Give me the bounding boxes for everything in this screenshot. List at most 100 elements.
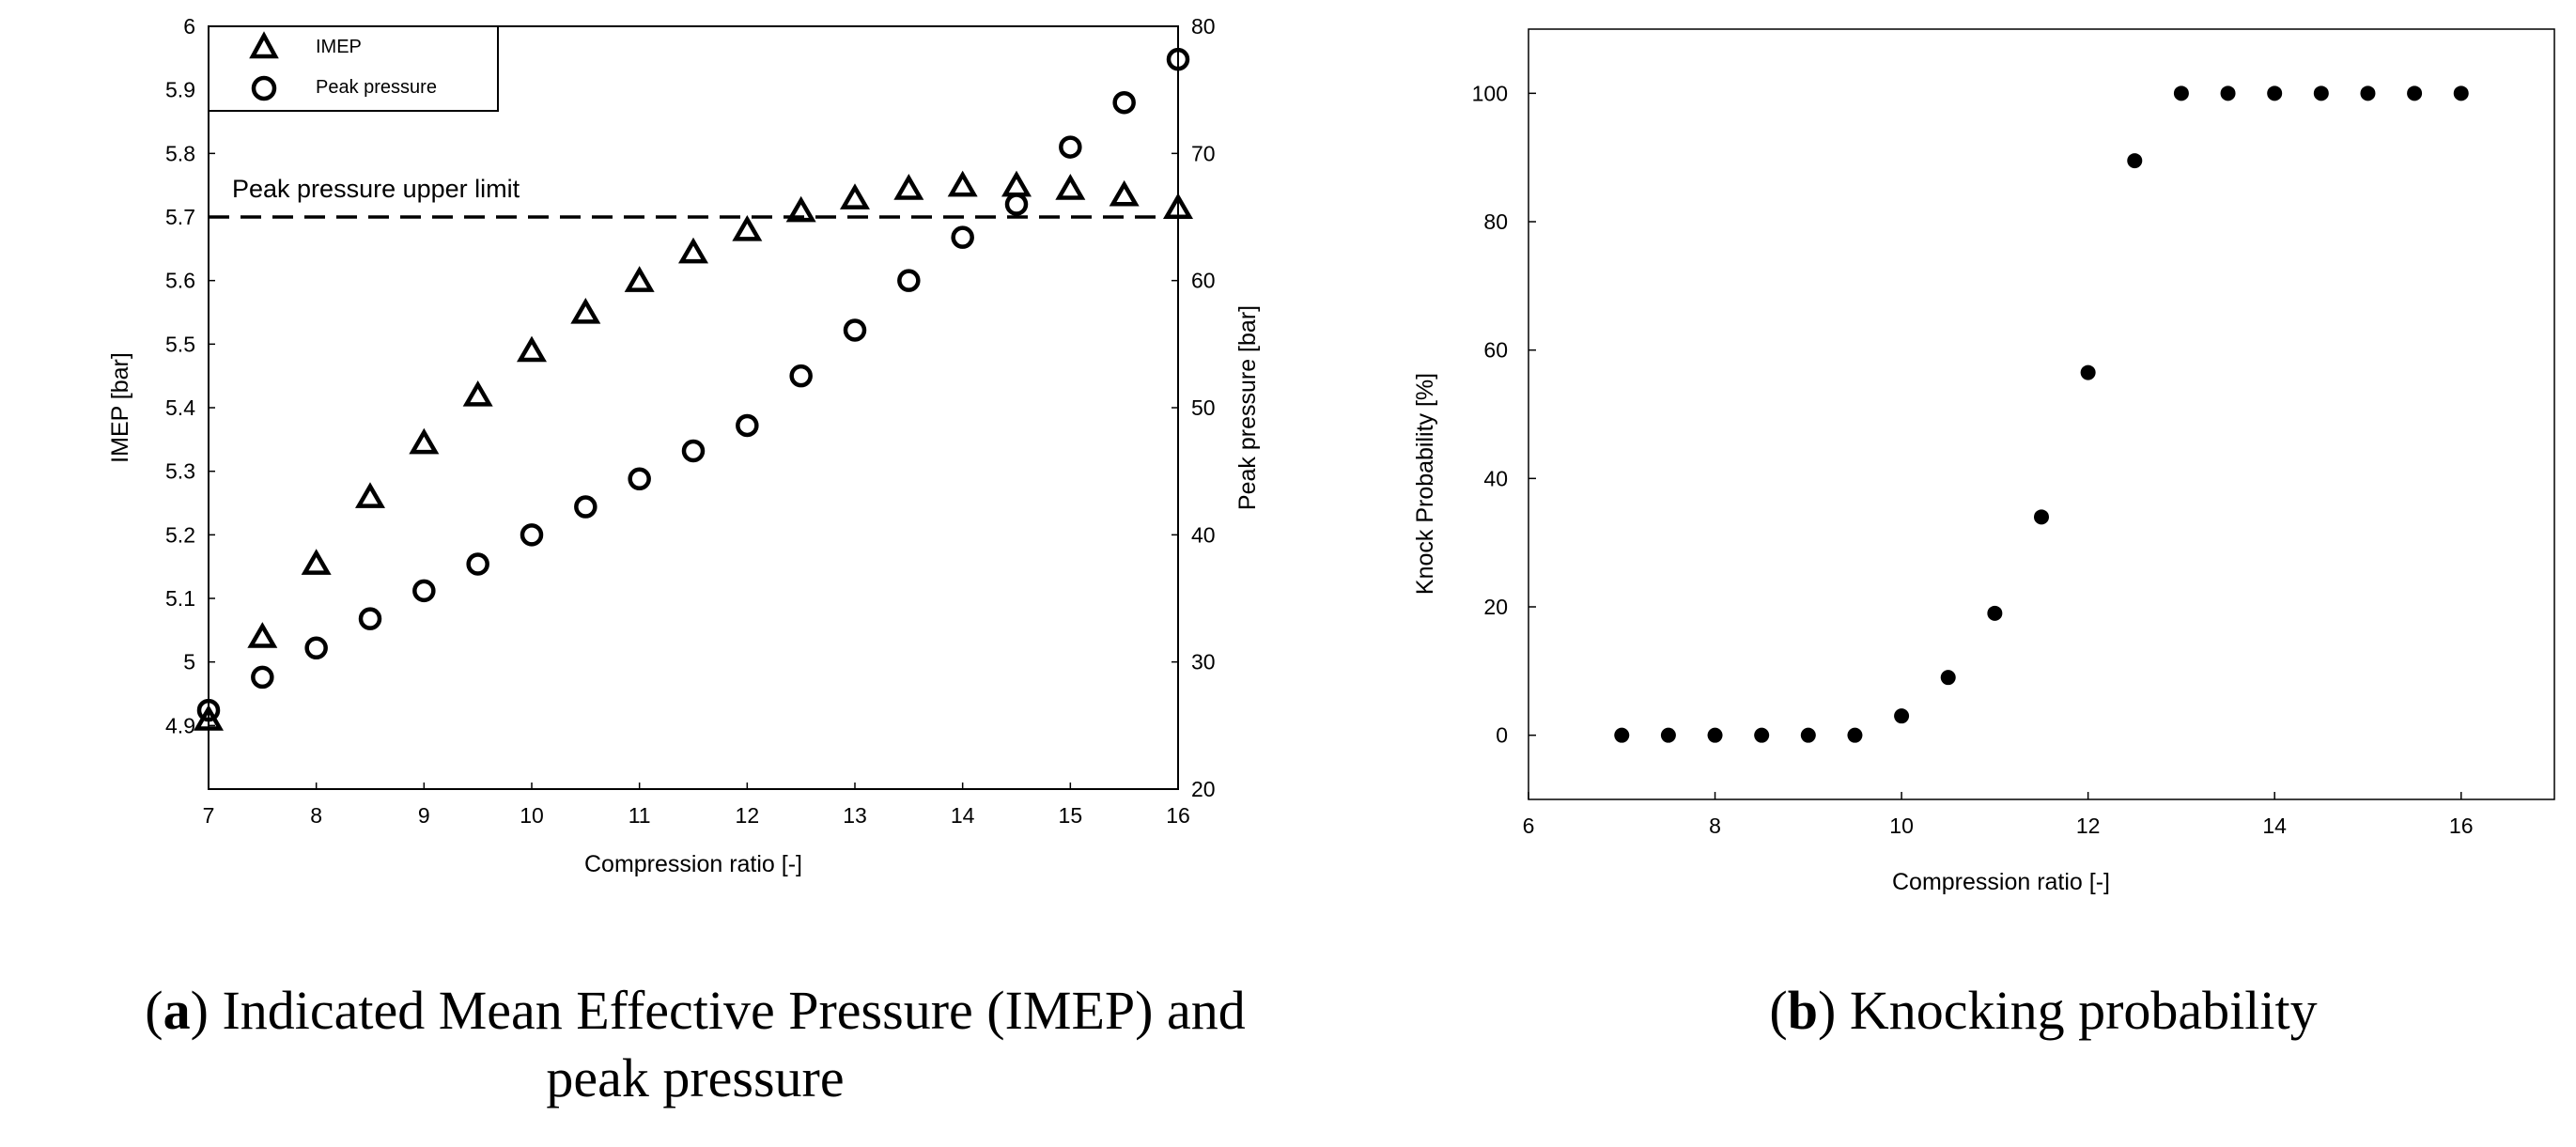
panel-b-x-tick-label: 16 <box>2449 814 2474 838</box>
peak-pressure-point <box>1004 193 1029 216</box>
reference-line-label: Peak pressure upper limit <box>232 175 520 203</box>
panel-a-y2-tick-label: 70 <box>1191 141 1216 165</box>
panel-a-y-tick-label: 5.5 <box>165 332 195 356</box>
panel-a-legend: IMEP Peak pressure <box>208 25 499 112</box>
peak-pressure-point <box>304 636 328 660</box>
panel-a-y2-axis-title: Peak pressure [bar] <box>1234 305 1261 510</box>
peak-pressure-point <box>843 318 867 342</box>
peak-pressure-point <box>466 552 489 576</box>
panel-a-x-axis-title: Compression ratio [-] <box>584 851 802 877</box>
legend-imep-label: IMEP <box>316 37 362 57</box>
panel-b-y-tick-label: 60 <box>1483 338 1508 363</box>
knock-probability-point <box>2220 85 2236 101</box>
panel-a-marks <box>193 47 1194 731</box>
knock-probability-point <box>2127 153 2143 169</box>
knock-probability-point <box>1660 727 1676 743</box>
panel-a-x-tick-label: 15 <box>1059 803 1083 828</box>
panel-a-y2-tick-label: 60 <box>1191 269 1216 293</box>
knock-probability-point <box>1614 727 1630 743</box>
caption-b-letter: b <box>1787 980 1818 1041</box>
knock-probability-point <box>2267 85 2283 101</box>
peak-pressure-point <box>681 439 706 463</box>
panel-b-y-tick-label: 80 <box>1483 209 1508 234</box>
panel-a-y-tick-label: 5.2 <box>165 522 195 547</box>
imep-point <box>785 195 816 223</box>
knock-probability-point <box>2407 85 2423 101</box>
imep-point <box>570 298 601 324</box>
peak-pressure-point <box>520 523 544 547</box>
panel-a-x-tick-label: 16 <box>1166 803 1190 828</box>
peak-pressure-point <box>251 665 274 690</box>
panel-a-x-tick-label: 12 <box>736 803 760 828</box>
peak-pressure-point <box>1166 47 1190 71</box>
imep-point <box>839 183 871 209</box>
panel-a-y2-tick-label: 30 <box>1191 650 1216 674</box>
panel-b-y-tick-label: 0 <box>1496 723 1508 748</box>
panel-a-x-tick-label: 11 <box>628 803 651 828</box>
imep-point <box>624 266 655 292</box>
peak-pressure-point <box>412 579 436 603</box>
panel-b-x-tick-label: 12 <box>2076 814 2101 838</box>
knock-probability-point <box>1800 727 1816 743</box>
panel-a-y2-tick-label: 20 <box>1191 777 1216 801</box>
panel-b-x-tick-label: 14 <box>2262 814 2287 838</box>
imep-point <box>1001 170 1032 197</box>
panel-a-x-tick-label: 10 <box>520 803 544 828</box>
panel-a-y-tick-label: 5.9 <box>165 78 195 102</box>
knock-probability-point <box>1987 605 2003 621</box>
panel-a-ticks: 7 8 9 10 11 12 13 14 15 16 4.9 5 5.1 5.2 5.3 5.4 5.5 5.6 5… <box>165 14 1216 828</box>
panel-a-x-tick-label: 14 <box>951 803 975 828</box>
panel-a-x-tick-label: 8 <box>310 803 322 828</box>
imep-point <box>354 482 386 508</box>
caption-a-text-line2: peak pressure <box>546 1047 845 1108</box>
imep-point <box>893 174 924 200</box>
peak-pressure-point <box>358 607 382 630</box>
knock-probability-point <box>2034 509 2049 525</box>
peak-pressure-point <box>1059 135 1082 159</box>
knock-probability-point <box>2173 85 2189 101</box>
panel-a-y2-tick-label: 40 <box>1191 522 1216 547</box>
panel-b-x-axis-title: Compression ratio [-] <box>1892 869 2110 895</box>
peak-pressure-point <box>736 413 759 438</box>
imep-point <box>247 622 278 648</box>
panel-b-x-tick-label: 6 <box>1523 814 1535 838</box>
caption-b: (b) Knocking probability <box>1769 980 2318 1041</box>
knock-probability-point <box>1754 727 1770 743</box>
knock-probability-point <box>1847 727 1863 743</box>
panel-b-x-tick-label: 10 <box>1889 814 1914 838</box>
peak-pressure-point <box>951 225 974 249</box>
panel-a-y-tick-label: 5.1 <box>165 586 195 611</box>
legend-peak-pressure-label: Peak pressure <box>316 77 437 98</box>
panel-a-y2-tick-label: 80 <box>1191 14 1216 39</box>
panel-a-x-tick-label: 7 <box>203 803 215 828</box>
caption-a: (a) Indicated Mean Effective Pressure (I… <box>145 980 1246 1108</box>
panel-b-y-tick-label: 40 <box>1483 466 1508 490</box>
panel-a-y-tick-label: 6 <box>183 14 195 39</box>
panel-b-y-tick-label: 100 <box>1472 81 1508 105</box>
imep-point <box>1109 179 1140 207</box>
panel-a-y-axis-title: IMEP [bar] <box>107 352 133 463</box>
caption-b-text: Knocking probability <box>1849 980 2318 1041</box>
knock-probability-point <box>1940 670 1956 686</box>
knock-probability-point <box>2313 85 2329 101</box>
knock-probability-point <box>2080 364 2096 380</box>
imep-point <box>732 215 763 241</box>
panel-b-x-tick-label: 8 <box>1709 814 1721 838</box>
panel-b-chart: 6 8 10 12 14 16 0 20 40 60 80 100 Compression ratio… <box>1412 28 2555 895</box>
knock-probability-point <box>2360 85 2376 101</box>
panel-a-y-tick-label: 4.9 <box>165 713 195 737</box>
panel-b-y-tick-label: 20 <box>1483 595 1508 619</box>
panel-a-y-tick-label: 5.3 <box>165 459 195 484</box>
panel-a-y-tick-label: 5.4 <box>165 395 195 420</box>
caption-a-text: Indicated Mean Effective Pressure (IMEP)… <box>222 980 1246 1041</box>
peak-pressure-point <box>897 269 921 292</box>
imep-point <box>677 237 709 264</box>
panel-a-y-tick-label: 5.8 <box>165 141 195 165</box>
imep-point <box>1162 193 1194 219</box>
panel-a-plot-frame <box>208 25 1179 790</box>
panel-b-ticks: 6 8 10 12 14 16 0 20 40 60 80 100 <box>1472 81 2474 838</box>
imep-point <box>947 170 978 197</box>
panel-a-y-tick-label: 5.6 <box>165 269 195 293</box>
panel-a-x-tick-label: 9 <box>418 803 430 828</box>
